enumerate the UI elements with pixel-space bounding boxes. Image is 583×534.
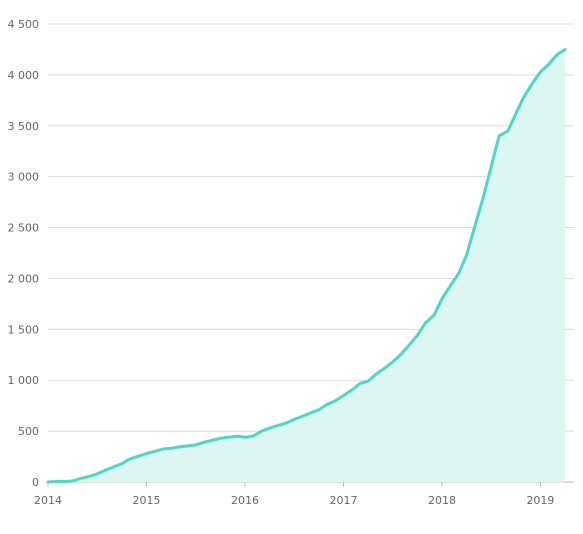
y-axis: 0 500 1 000 1 500 2 000 2 500 3 000 3 500 4 000 4…	[8, 18, 40, 489]
x-tick-label: 2019	[526, 494, 554, 507]
y-tick-label: 4 500	[8, 18, 40, 31]
y-tick-label: 1 500	[8, 323, 40, 336]
x-tick-label: 2014	[34, 494, 62, 507]
y-tick-label: 1 000	[8, 374, 40, 387]
y-tick-label: 2 500	[8, 222, 40, 235]
y-tick-label: 0	[32, 476, 39, 489]
x-tick-label: 2015	[132, 494, 160, 507]
y-tick-label: 3 500	[8, 120, 40, 133]
series-line	[46, 47, 567, 484]
y-tick-label: 500	[18, 425, 39, 438]
area-fill	[48, 49, 566, 482]
x-tick-label: 2018	[428, 494, 456, 507]
x-axis: 2014 2015 2016 2017 2018 2019	[34, 482, 554, 507]
y-tick-label: 2 000	[8, 272, 40, 285]
area-layer	[48, 49, 566, 482]
grid	[48, 23, 574, 483]
y-tick-label: 4 000	[8, 69, 40, 82]
x-tick-label: 2016	[231, 494, 259, 507]
line-layer	[46, 47, 567, 484]
x-tick-label: 2017	[329, 494, 357, 507]
y-tick-label: 3 000	[8, 171, 40, 184]
